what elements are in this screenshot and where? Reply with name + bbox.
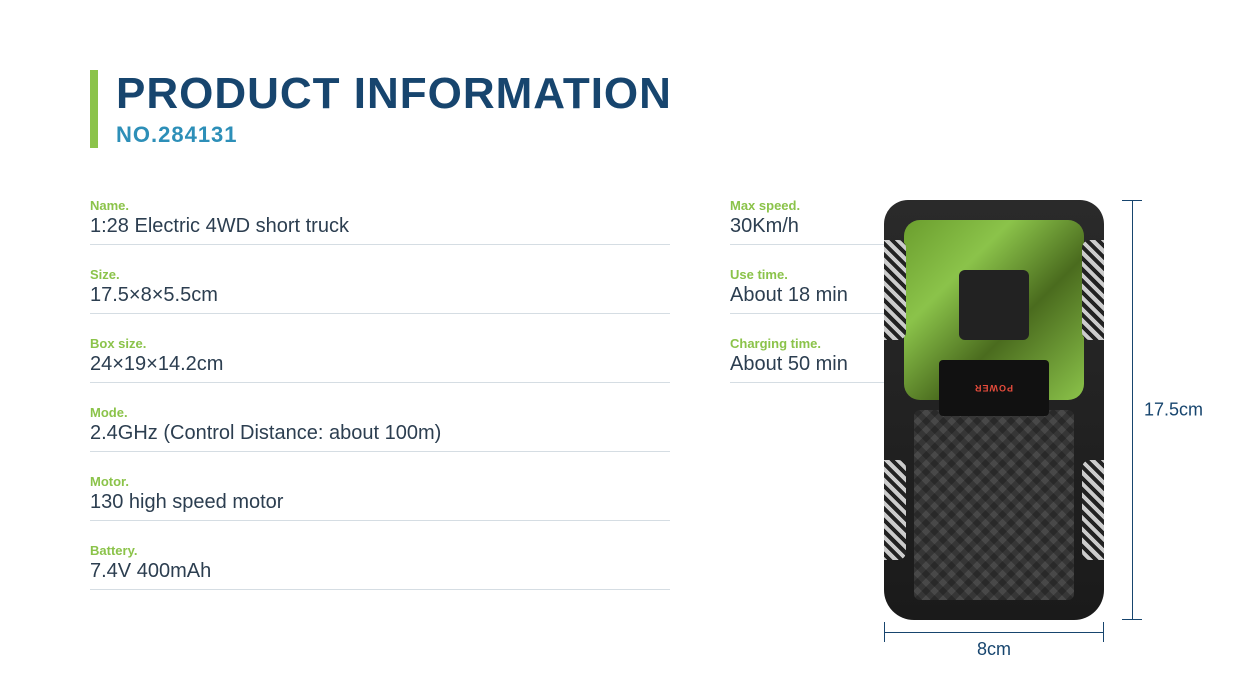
spec-value: 17.5×8×5.5cm xyxy=(90,284,670,307)
spec-name: Name. 1:28 Electric 4WD short truck xyxy=(90,198,670,245)
truck-hood xyxy=(959,270,1029,340)
product-number: NO.284131 xyxy=(116,122,1154,148)
specs-col-left: Name. 1:28 Electric 4WD short truck Size… xyxy=(90,198,670,590)
dimension-horizontal: 8cm xyxy=(884,620,1104,660)
spec-size: Size. 17.5×8×5.5cm xyxy=(90,267,670,314)
spec-box-size: Box size. 24×19×14.2cm xyxy=(90,336,670,383)
wheel-icon xyxy=(884,460,906,560)
spec-label: Mode. xyxy=(90,405,670,420)
wheel-icon xyxy=(884,240,906,340)
spec-value: 1:28 Electric 4WD short truck xyxy=(90,215,670,238)
dimension-line-icon xyxy=(884,632,1104,633)
dimension-line-icon xyxy=(1132,200,1133,620)
spec-label: Size. xyxy=(90,267,670,282)
spec-value: 24×19×14.2cm xyxy=(90,353,670,376)
spec-label: Name. xyxy=(90,198,670,213)
spec-battery: Battery. 7.4V 400mAh xyxy=(90,543,670,590)
page-title: PRODUCT INFORMATION xyxy=(116,70,1154,118)
spec-mode: Mode. 2.4GHz (Control Distance: about 10… xyxy=(90,405,670,452)
dimension-height-label: 17.5cm xyxy=(1144,400,1203,421)
spec-value: 2.4GHz (Control Distance: about 100m) xyxy=(90,422,670,445)
truck-illustration: POWER xyxy=(884,200,1104,620)
spec-value: 130 high speed motor xyxy=(90,491,670,514)
dimension-diagram: POWER 17.5cm 8cm xyxy=(884,200,1174,660)
truck-midsection: POWER xyxy=(939,360,1049,416)
wheel-icon xyxy=(1082,460,1104,560)
spec-motor: Motor. 130 high speed motor xyxy=(90,474,670,521)
spec-label: Battery. xyxy=(90,543,670,558)
dimension-vertical: 17.5cm xyxy=(1114,200,1154,620)
spec-label: Box size. xyxy=(90,336,670,351)
wheel-icon xyxy=(1082,240,1104,340)
header: PRODUCT INFORMATION NO.284131 xyxy=(90,70,1154,148)
spec-label: Motor. xyxy=(90,474,670,489)
truck-badge: POWER xyxy=(974,383,1013,393)
dimension-width-label: 8cm xyxy=(977,639,1011,660)
spec-value: 7.4V 400mAh xyxy=(90,560,670,583)
